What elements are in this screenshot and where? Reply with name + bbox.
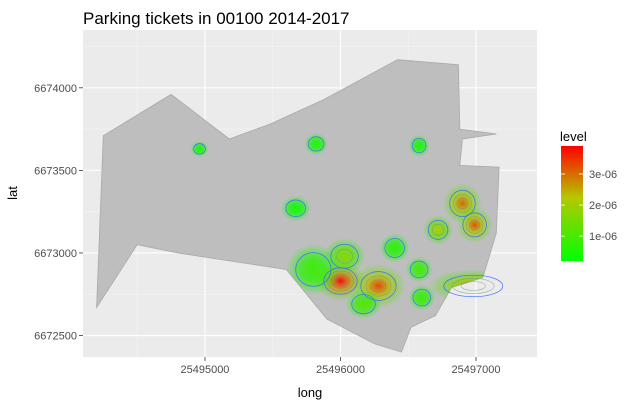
chart-title: Parking tickets in 00100 2014-2017 — [83, 9, 350, 28]
density-contour — [331, 273, 350, 289]
y-tick-label: 6674000 — [34, 83, 77, 95]
density-contour — [443, 274, 504, 298]
density-contour — [453, 193, 472, 214]
density-hotspot — [423, 215, 453, 245]
density-hotspot — [304, 133, 329, 155]
density-contour — [411, 138, 427, 154]
density-contour — [295, 252, 332, 287]
y-axis-title: lat — [5, 186, 20, 200]
density-contour — [460, 281, 486, 291]
y-tick-label: 6673500 — [34, 165, 77, 177]
contour-layer — [193, 136, 504, 315]
x-tick-label: 25497000 — [452, 364, 501, 376]
x-tick-label: 25496000 — [316, 364, 365, 376]
legend-label: 1e-06 — [589, 231, 617, 243]
x-tick-label: 25495000 — [180, 364, 229, 376]
density-hotspot — [280, 195, 311, 222]
legend-label: 2e-06 — [589, 200, 617, 212]
density-hotspot — [286, 244, 341, 295]
density-hotspot — [408, 134, 430, 157]
density-contour — [462, 212, 487, 238]
density-contour — [452, 278, 495, 294]
density-contour — [334, 276, 347, 286]
density-contour — [327, 270, 354, 292]
density-contour — [330, 243, 359, 269]
density-contour — [307, 136, 325, 152]
density-hotspot — [456, 206, 493, 244]
density-contour — [285, 199, 306, 218]
x-axis-title: long — [298, 385, 323, 400]
density-contour — [412, 288, 431, 307]
axes: 25495000 25496000 25497000 6672500 6673000 66… — [34, 83, 500, 376]
density-contour — [351, 294, 376, 315]
density-hotspot — [345, 289, 382, 319]
density-contour — [456, 197, 469, 210]
density-contour — [449, 189, 476, 217]
legend-label: 3e-06 — [589, 169, 617, 181]
density-contour — [409, 260, 429, 279]
legend-colorbar — [561, 146, 583, 261]
density-contour — [384, 238, 405, 258]
density-contour — [469, 219, 480, 231]
chart-header: Parking tickets in 00100 2014-2017 — [83, 9, 350, 28]
legend: level 3e-06 2e-06 1e-06 — [560, 129, 617, 261]
density-hotspot — [190, 140, 209, 157]
density-hotspot — [405, 256, 433, 283]
density-contour — [365, 275, 392, 297]
density-contour — [427, 219, 449, 240]
y-tick-label: 6672500 — [34, 331, 77, 343]
y-tick-label: 6673000 — [34, 248, 77, 260]
density-contour — [465, 216, 484, 234]
density-contour — [431, 223, 445, 236]
density-contour — [336, 248, 353, 264]
density-contour — [193, 143, 206, 155]
density-hotspot — [379, 233, 410, 263]
density-hotspot — [408, 284, 436, 311]
legend-title: level — [560, 129, 587, 144]
density-contour — [360, 271, 397, 301]
density-contour — [370, 279, 387, 293]
